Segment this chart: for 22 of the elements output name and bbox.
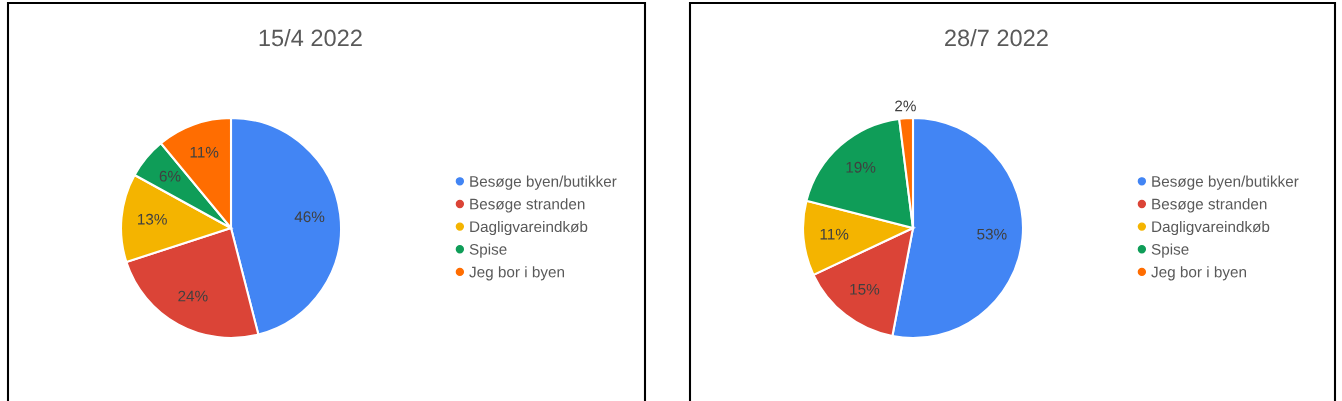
data-label: 6% bbox=[159, 170, 181, 182]
data-label: 2% bbox=[895, 100, 916, 112]
data-label: 13% bbox=[138, 213, 167, 225]
legend-label: Besøge stranden bbox=[1152, 198, 1267, 213]
legend-label: Spise bbox=[1151, 243, 1189, 258]
data-label: 19% bbox=[846, 161, 876, 173]
legend-label: Dagligvareindkøb bbox=[470, 220, 588, 236]
legend-label: Besøge byen/butikker bbox=[470, 175, 617, 190]
legend-label: Spise bbox=[469, 243, 507, 258]
legend-label: Dagligvareindkøb bbox=[1152, 220, 1270, 236]
data-label: 15% bbox=[850, 283, 880, 295]
legend-label: Jeg bor i byen bbox=[1151, 266, 1247, 281]
data-label: 11% bbox=[820, 228, 849, 240]
legend-label: Besøge byen/butikker bbox=[1152, 175, 1299, 190]
data-label: 24% bbox=[178, 290, 208, 302]
chart-title: 15/4 2022 bbox=[259, 29, 362, 47]
data-label: 11% bbox=[190, 146, 219, 158]
data-label: 53% bbox=[977, 228, 1007, 240]
legend-label: Jeg bor i byen bbox=[469, 266, 565, 281]
legend-label: Besøge stranden bbox=[470, 198, 585, 213]
chart-title: 28/7 2022 bbox=[945, 29, 1048, 47]
data-label: 46% bbox=[294, 211, 325, 223]
